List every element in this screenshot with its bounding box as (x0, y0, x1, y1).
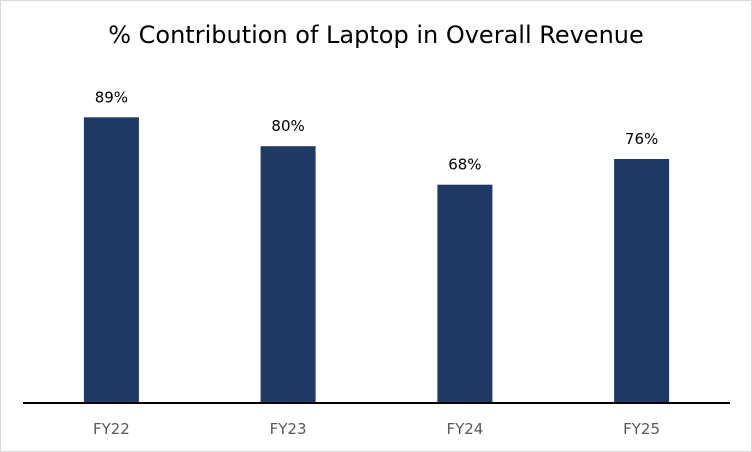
data-label-fy23: 80% (271, 117, 304, 135)
labels-layer: 89% 80% 68% 76% (95, 88, 659, 173)
x-tick-label-fy23: FY23 (270, 420, 307, 438)
x-tick-label-fy22: FY22 (93, 420, 130, 438)
ticks-layer: FY22 FY23 FY24 FY25 (93, 420, 660, 438)
bars-layer (83, 117, 670, 404)
x-tick-label-fy25: FY25 (623, 420, 660, 438)
data-label-fy24: 68% (448, 156, 481, 174)
bar-fy25 (614, 159, 670, 403)
chart-title: % Contribution of Laptop in Overall Reve… (108, 21, 644, 49)
bar-fy23 (260, 146, 316, 403)
data-label-fy25: 76% (625, 130, 658, 148)
x-tick-label-fy24: FY24 (446, 420, 483, 438)
bar-fy22 (83, 117, 139, 404)
data-label-fy22: 89% (95, 88, 128, 106)
bar-fy24 (437, 184, 493, 403)
